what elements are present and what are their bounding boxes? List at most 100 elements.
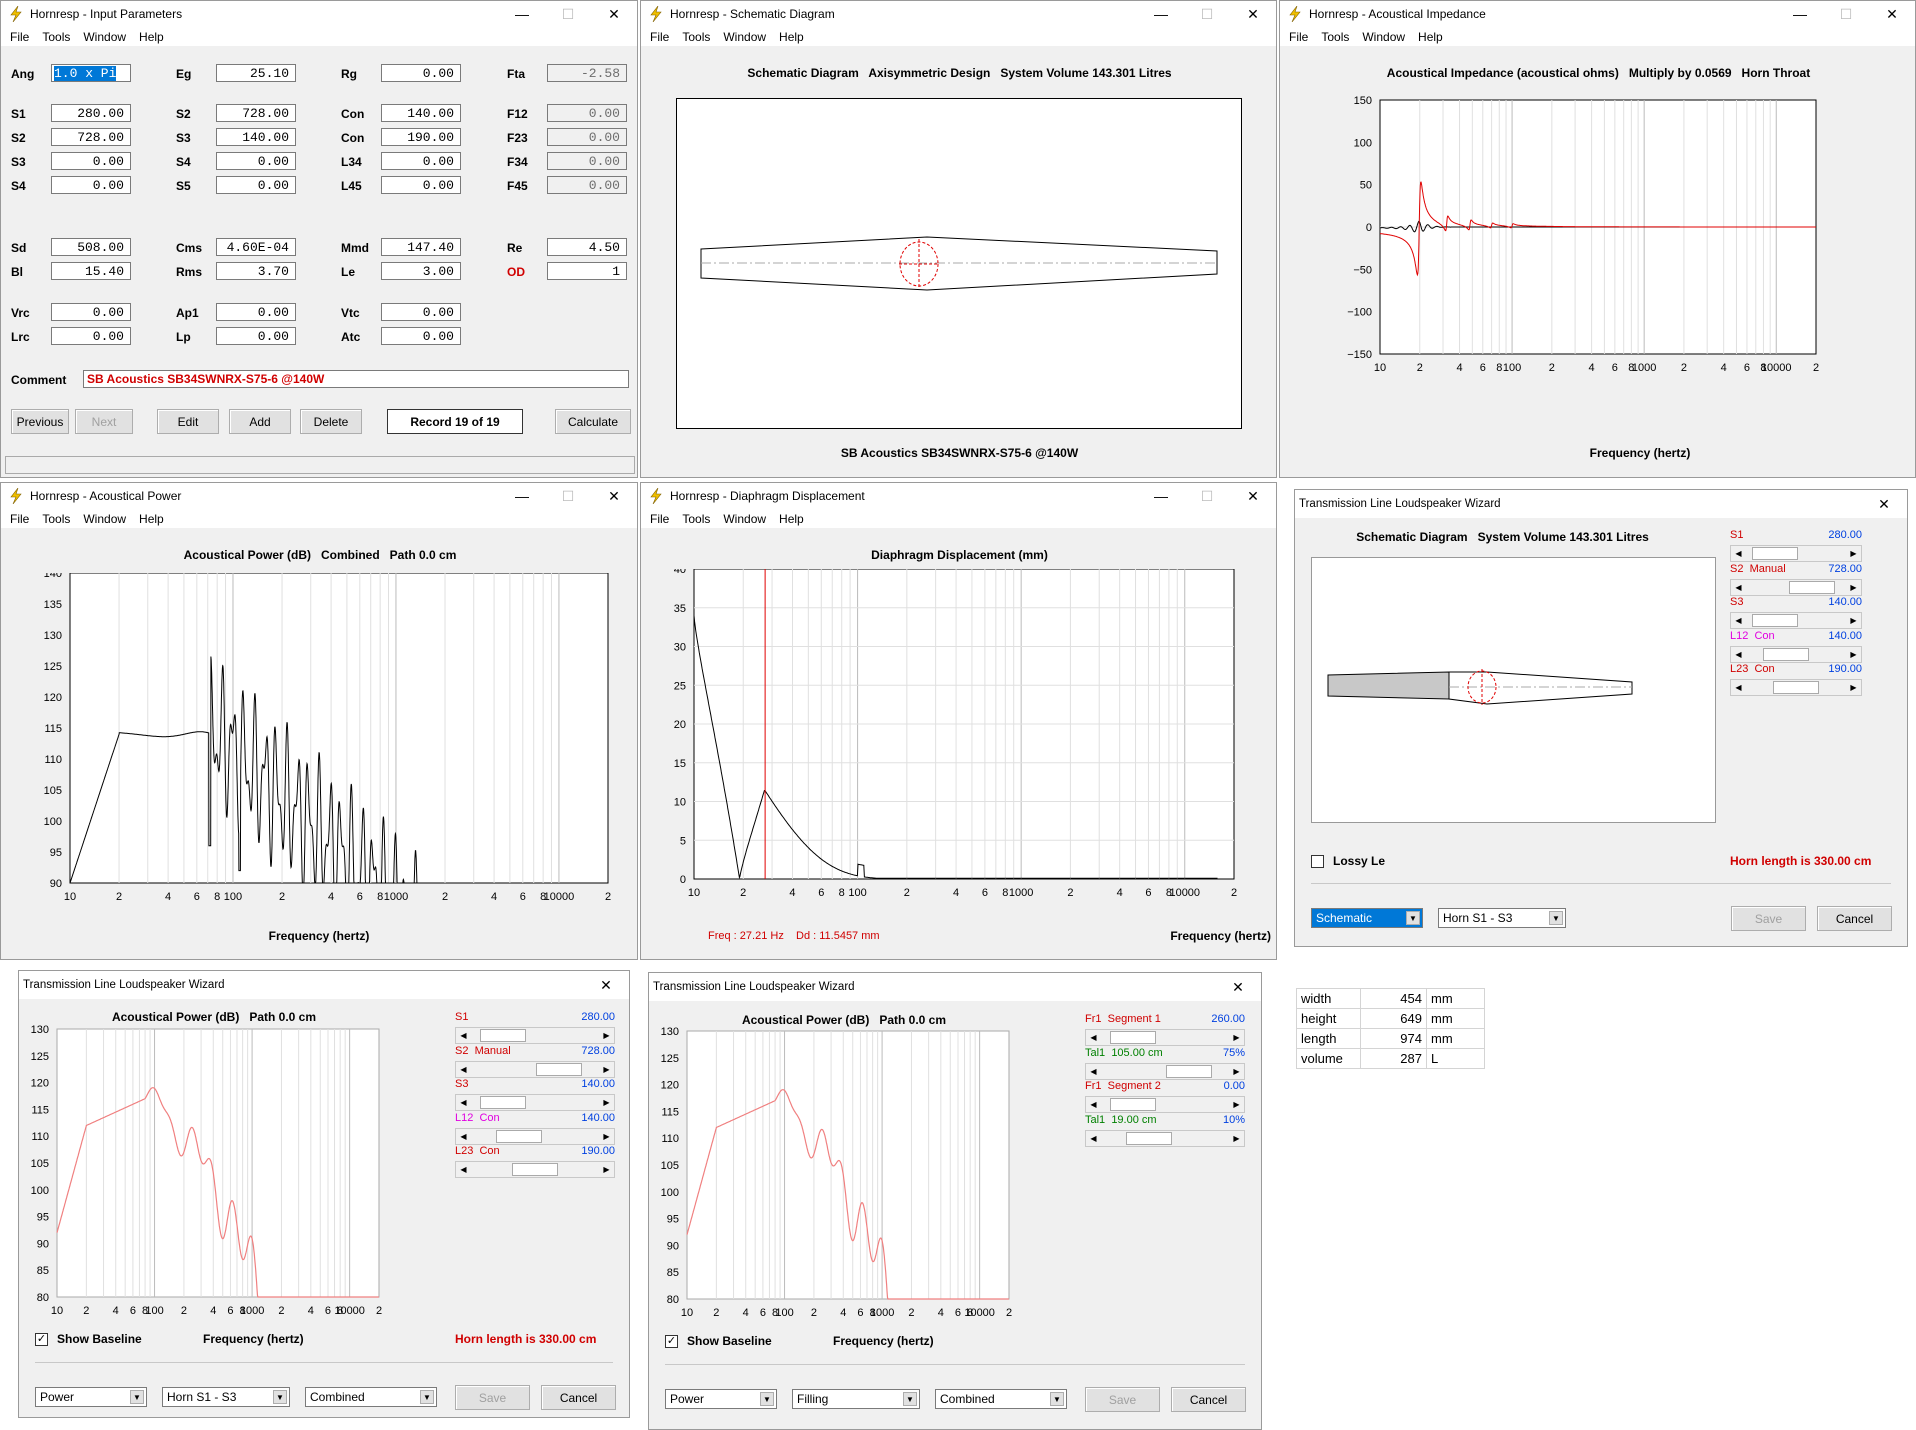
menu-window[interactable]: Window bbox=[1362, 29, 1406, 44]
chevron-down-icon[interactable]: ▼ bbox=[903, 1392, 917, 1406]
param-field-l45[interactable]: 0.00 bbox=[381, 176, 461, 194]
slider-thumb[interactable] bbox=[480, 1096, 526, 1109]
lossy-le-checkbox[interactable] bbox=[1311, 855, 1324, 868]
arrow-left-icon[interactable]: ◀ bbox=[1086, 1063, 1101, 1079]
param-field-cms[interactable]: 4.60E-04 bbox=[216, 238, 296, 256]
slider-scrollbar[interactable]: ◀ ▶ bbox=[1085, 1096, 1245, 1113]
close-button[interactable]: ✕ bbox=[1878, 495, 1890, 512]
arrow-left-icon[interactable]: ◀ bbox=[1731, 613, 1746, 628]
param-field-l34[interactable]: 0.00 bbox=[381, 152, 461, 170]
param-field-ap1[interactable]: 0.00 bbox=[216, 303, 296, 321]
view-dropdown[interactable]: Schematic ▼ bbox=[1311, 908, 1423, 928]
minimize-button[interactable]: — bbox=[1793, 6, 1807, 22]
slider-scrollbar[interactable]: ◀ ▶ bbox=[1085, 1129, 1245, 1147]
slider-scrollbar[interactable]: ◀ ▶ bbox=[1730, 679, 1862, 696]
slider-thumb[interactable] bbox=[512, 1163, 558, 1176]
param-field-eg[interactable]: 25.10 bbox=[216, 64, 296, 82]
title-bar[interactable]: Transmission Line Loudspeaker Wizard ✕ bbox=[19, 971, 629, 999]
menu-tools[interactable]: Tools bbox=[42, 511, 71, 526]
param-field-ang[interactable]: 1.0 x Pi bbox=[51, 64, 131, 82]
maximize-button[interactable]: ☐ bbox=[1200, 487, 1214, 504]
arrow-left-icon[interactable]: ◀ bbox=[456, 1162, 471, 1177]
param-field-s5[interactable]: 0.00 bbox=[216, 176, 296, 194]
slider-thumb[interactable] bbox=[1762, 647, 1809, 661]
param-field-atc[interactable]: 0.00 bbox=[381, 327, 461, 345]
cancel-button[interactable]: Cancel bbox=[541, 1385, 616, 1410]
param-field-lp[interactable]: 0.00 bbox=[216, 327, 296, 345]
close-button[interactable]: ✕ bbox=[1886, 5, 1898, 22]
param-field-le[interactable]: 3.00 bbox=[381, 262, 461, 280]
close-button[interactable]: ✕ bbox=[1247, 487, 1259, 504]
chevron-down-icon[interactable]: ▼ bbox=[1050, 1392, 1064, 1406]
menu-file[interactable]: File bbox=[650, 29, 670, 44]
title-bar[interactable]: Hornresp - Acoustical Impedance — ☐ ✕ bbox=[1280, 1, 1915, 27]
arrow-right-icon[interactable]: ▶ bbox=[1846, 680, 1861, 695]
slider-thumb[interactable] bbox=[1788, 580, 1835, 594]
param-field-f12[interactable]: 0.00 bbox=[547, 104, 627, 122]
slider-thumb[interactable] bbox=[1110, 1098, 1156, 1111]
menu-help[interactable]: Help bbox=[1418, 29, 1443, 44]
close-button[interactable]: ✕ bbox=[1247, 5, 1259, 22]
arrow-left-icon[interactable]: ◀ bbox=[456, 1095, 471, 1110]
arrow-right-icon[interactable]: ▶ bbox=[1229, 1097, 1244, 1112]
param-field-rg[interactable]: 0.00 bbox=[381, 64, 461, 82]
next-button[interactable]: Next bbox=[75, 409, 133, 434]
title-bar[interactable]: Hornresp - Acoustical Power — ☐ ✕ bbox=[1, 483, 637, 509]
menu-window[interactable]: Window bbox=[83, 511, 127, 526]
save-button[interactable]: Save bbox=[1731, 906, 1806, 931]
path-dropdown[interactable]: Combined ▼ bbox=[305, 1387, 437, 1407]
param-field-vrc[interactable]: 0.00 bbox=[51, 303, 131, 321]
maximize-button[interactable]: ☐ bbox=[1200, 5, 1214, 22]
slider-scrollbar[interactable]: ◀ ▶ bbox=[1730, 578, 1862, 596]
maximize-button[interactable]: ☐ bbox=[561, 5, 575, 22]
slider-thumb[interactable] bbox=[1752, 547, 1799, 560]
slider-thumb[interactable] bbox=[536, 1062, 582, 1076]
arrow-left-icon[interactable]: ◀ bbox=[456, 1061, 471, 1077]
title-bar[interactable]: Transmission Line Loudspeaker Wizard ✕ bbox=[649, 973, 1261, 1001]
arrow-left-icon[interactable]: ◀ bbox=[1086, 1130, 1101, 1146]
arrow-right-icon[interactable]: ▶ bbox=[1846, 546, 1861, 561]
horn-dropdown[interactable]: Horn S1 - S3 ▼ bbox=[162, 1387, 290, 1407]
slider-thumb[interactable] bbox=[480, 1029, 526, 1042]
slider-thumb[interactable] bbox=[1166, 1064, 1212, 1078]
view-dropdown[interactable]: Power ▼ bbox=[35, 1387, 147, 1407]
title-bar[interactable]: Hornresp - Input Parameters — ☐ ✕ bbox=[1, 1, 637, 27]
param-field-vtc[interactable]: 0.00 bbox=[381, 303, 461, 321]
filling-dropdown[interactable]: Filling ▼ bbox=[792, 1389, 920, 1409]
param-field-mmd[interactable]: 147.40 bbox=[381, 238, 461, 256]
param-field-f45[interactable]: 0.00 bbox=[547, 176, 627, 194]
arrow-right-icon[interactable]: ▶ bbox=[599, 1061, 614, 1077]
show-baseline-checkbox[interactable]: ✓ bbox=[665, 1335, 678, 1348]
arrow-right-icon[interactable]: ▶ bbox=[1229, 1130, 1244, 1146]
chevron-down-icon[interactable]: ▼ bbox=[1406, 911, 1420, 925]
slider-scrollbar[interactable]: ◀ ▶ bbox=[1085, 1062, 1245, 1080]
minimize-button[interactable]: — bbox=[1154, 6, 1168, 22]
param-field-s3[interactable]: 0.00 bbox=[51, 152, 131, 170]
horn-dropdown[interactable]: Horn S1 - S3 ▼ bbox=[1438, 908, 1566, 928]
delete-button[interactable]: Delete bbox=[300, 409, 362, 434]
arrow-right-icon[interactable]: ▶ bbox=[1846, 613, 1861, 628]
minimize-button[interactable]: — bbox=[515, 488, 529, 504]
menu-help[interactable]: Help bbox=[779, 29, 804, 44]
param-field-con[interactable]: 140.00 bbox=[381, 104, 461, 122]
path-dropdown[interactable]: Combined ▼ bbox=[935, 1389, 1067, 1409]
menu-file[interactable]: File bbox=[10, 29, 30, 44]
menu-file[interactable]: File bbox=[650, 511, 670, 526]
param-field-s4[interactable]: 0.00 bbox=[216, 152, 296, 170]
param-field-s1[interactable]: 280.00 bbox=[51, 104, 131, 122]
minimize-button[interactable]: — bbox=[515, 6, 529, 22]
arrow-left-icon[interactable]: ◀ bbox=[1731, 680, 1746, 695]
calculate-button[interactable]: Calculate bbox=[555, 409, 631, 434]
comment-field[interactable]: SB Acoustics SB34SWNRX-S75-6 @140W bbox=[83, 370, 629, 388]
add-button[interactable]: Add bbox=[229, 409, 291, 434]
slider-scrollbar[interactable]: ◀ ▶ bbox=[1730, 612, 1862, 629]
param-field-sd[interactable]: 508.00 bbox=[51, 238, 131, 256]
param-field-lrc[interactable]: 0.00 bbox=[51, 327, 131, 345]
title-bar[interactable]: Hornresp - Diaphragm Displacement — ☐ ✕ bbox=[641, 483, 1276, 509]
show-baseline-checkbox[interactable]: ✓ bbox=[35, 1333, 48, 1346]
arrow-left-icon[interactable]: ◀ bbox=[1731, 646, 1746, 662]
menu-tools[interactable]: Tools bbox=[42, 29, 71, 44]
slider-thumb[interactable] bbox=[1773, 681, 1819, 694]
param-field-s2[interactable]: 728.00 bbox=[216, 104, 296, 122]
slider-thumb[interactable] bbox=[1126, 1131, 1172, 1145]
